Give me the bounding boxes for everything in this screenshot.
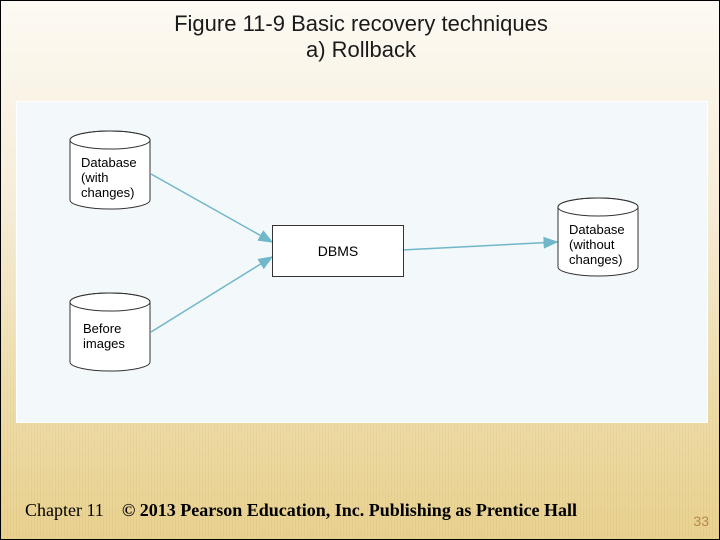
dbms-box: DBMS [272,225,404,277]
db-without-changes-label: Database (without changes) [569,223,625,268]
edge-dbms-to-db-no-changes [402,242,557,250]
slide-title: Figure 11-9 Basic recovery techniques a)… [1,11,720,64]
db-without-changes-cylinder: Database (without changes) [557,197,639,277]
db-with-changes-cylinder: Database (with changes) [69,130,151,210]
edge-before-images-to-dbms [151,257,272,332]
footer-chapter: Chapter 11 [25,500,104,520]
page-number: 33 [693,513,709,529]
edge-db-changes-to-dbms [151,174,272,242]
slide: Figure 11-9 Basic recovery techniques a)… [0,0,720,540]
before-images-cylinder: Before images [69,292,151,372]
footer-copyright: © 2013 Pearson Education, Inc. Publishin… [122,500,577,520]
dbms-label: DBMS [318,243,358,259]
before-images-label: Before images [83,322,125,352]
footer: Chapter 11 © 2013 Pearson Education, Inc… [25,500,577,521]
title-line-1: Figure 11-9 Basic recovery techniques [174,11,548,36]
title-line-2: a) Rollback [306,37,416,62]
diagram-panel: Database (with changes) Before images DB… [16,101,708,423]
db-with-changes-label: Database (with changes) [81,156,137,201]
